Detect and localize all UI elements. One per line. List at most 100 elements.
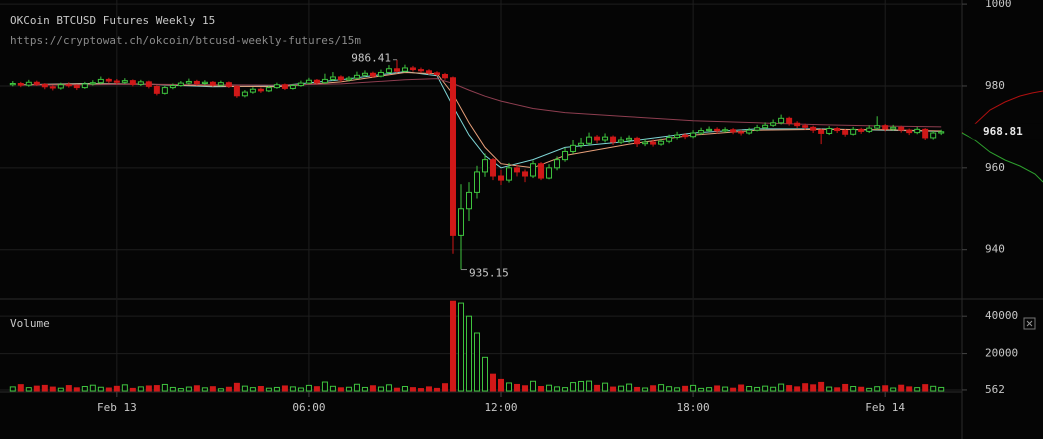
- candle-body: [65, 84, 72, 87]
- volume-bar: [626, 383, 633, 392]
- volume-bar: [586, 380, 593, 392]
- volume-bar: [714, 385, 721, 392]
- volume-bar: [449, 300, 456, 392]
- candle-body: [802, 125, 809, 128]
- volume-bar: [578, 380, 585, 392]
- candle-body: [834, 128, 841, 132]
- candle-body: [241, 91, 248, 97]
- volume-bar: [145, 385, 152, 392]
- candle-body: [506, 167, 513, 181]
- y-tick-label: 960: [985, 161, 1005, 174]
- candle-body: [898, 126, 905, 131]
- volume-bar: [241, 385, 248, 392]
- volume-bar: [530, 380, 537, 392]
- depth-bid: [961, 132, 1043, 183]
- close-box[interactable]: [1023, 317, 1036, 330]
- candle-body: [369, 72, 376, 77]
- volume-bar: [506, 382, 513, 392]
- candle-body: [89, 82, 96, 85]
- volume-bar: [490, 373, 497, 392]
- candle-body: [297, 82, 304, 87]
- candle-body: [562, 150, 569, 161]
- x-tick-label: 12:00: [484, 401, 517, 414]
- volume-bar: [337, 387, 344, 392]
- volume-bar: [273, 386, 280, 392]
- close-icon[interactable]: [1026, 320, 1033, 327]
- volume-bar: [898, 384, 905, 392]
- candle-body: [161, 87, 168, 94]
- candle-body: [385, 68, 392, 73]
- volume-bar: [706, 387, 713, 392]
- candle-body: [345, 77, 352, 81]
- volume-bar: [169, 386, 176, 392]
- volume-bar: [906, 386, 913, 392]
- volume-bar: [193, 385, 200, 392]
- volume-bar: [385, 384, 392, 392]
- volume-bar: [97, 386, 104, 392]
- candle-body: [594, 136, 601, 141]
- volume-bar: [938, 386, 945, 392]
- volume-bar: [738, 384, 745, 392]
- volume-bar: [682, 385, 689, 392]
- volume-bar: [698, 387, 705, 392]
- volume-bar: [113, 385, 120, 392]
- volume-bar: [33, 385, 40, 392]
- volume-bar: [361, 386, 368, 392]
- candle-body: [730, 129, 737, 133]
- candle-body: [321, 78, 328, 84]
- candle-body: [417, 69, 424, 72]
- candle-body: [169, 85, 176, 89]
- volume-bar: [602, 382, 609, 392]
- candle-body: [217, 82, 224, 86]
- volume-bar: [522, 385, 529, 392]
- candle-body: [578, 142, 585, 146]
- candle-body: [113, 80, 120, 83]
- volume-bar: [730, 387, 737, 392]
- candle-body: [786, 117, 793, 124]
- candle-body: [257, 88, 264, 92]
- candle-body: [698, 130, 705, 134]
- candle-body: [674, 134, 681, 139]
- x-tick-label: Feb 13: [97, 401, 137, 414]
- volume-bar: [417, 388, 424, 392]
- volume-bar: [65, 385, 72, 392]
- volume-bar: [217, 388, 224, 392]
- volume-bar: [554, 386, 561, 392]
- volume-bar: [473, 332, 480, 392]
- volume-bar: [441, 383, 448, 392]
- chart-title: OKCoin BTCUSD Futures Weekly 15: [10, 14, 215, 27]
- volume-bar: [650, 385, 657, 392]
- volume-bar: [281, 385, 288, 392]
- close-button[interactable]: [1023, 317, 1036, 330]
- candle-body: [530, 163, 537, 177]
- volume-bar: [137, 386, 144, 392]
- candle-body: [361, 72, 368, 76]
- volume-bar: [353, 383, 360, 392]
- candle-body: [538, 163, 545, 179]
- volume-bar: [89, 384, 96, 392]
- candle-body: [281, 84, 288, 89]
- candle-body: [818, 129, 825, 134]
- volume-bar: [209, 386, 216, 392]
- volume-bar: [369, 385, 376, 392]
- volume-bar: [265, 387, 272, 392]
- candle-body: [393, 68, 400, 72]
- volume-bar: [249, 387, 256, 392]
- volume-bar: [770, 386, 777, 392]
- volume-bar: [129, 387, 136, 392]
- volume-bar: [842, 383, 849, 392]
- volume-bar: [498, 378, 505, 392]
- volume-bar: [177, 388, 184, 392]
- volume-bar: [666, 386, 673, 392]
- candle-body: [249, 88, 256, 93]
- volume-bar: [722, 386, 729, 392]
- candle-body: [137, 81, 144, 85]
- y-tick-label: 940: [985, 243, 1005, 256]
- candle-body: [890, 126, 897, 130]
- volume-bar: [914, 387, 921, 392]
- volume-bar: [818, 381, 825, 392]
- candle-body: [602, 136, 609, 141]
- volume-bar: [546, 384, 553, 392]
- indicator-line: [20, 71, 942, 169]
